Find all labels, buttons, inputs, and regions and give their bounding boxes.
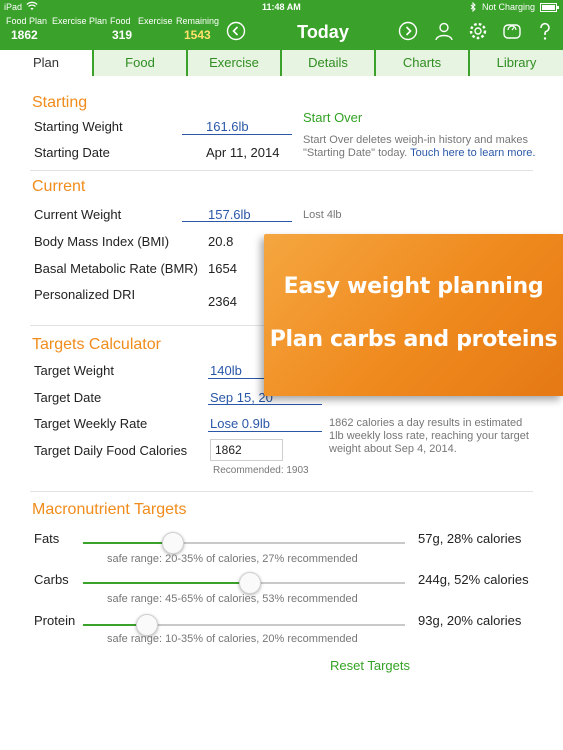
food-plan-stat: Food Plan 1862 [6, 16, 47, 42]
targets-section-title: Targets Calculator [32, 336, 161, 353]
exercise-plan-label: Exercise Plan [52, 16, 108, 26]
target-rate-value[interactable]: Lose 0.9lb [210, 416, 270, 431]
current-weight-underline [182, 221, 292, 222]
target-weight-label: Target Weight [34, 363, 114, 378]
tab-details[interactable]: Details [282, 50, 375, 76]
target-calories-input[interactable] [210, 439, 283, 461]
dri-label: Personalized DRI [34, 287, 136, 302]
start-over-note: Start Over deletes weigh-in history and … [303, 134, 543, 160]
divider [30, 325, 264, 326]
fats-label: Fats [34, 531, 60, 546]
fats-slider-thumb[interactable] [162, 532, 185, 554]
fats-slider-fill [83, 542, 174, 544]
fats-range: safe range: 20-35% of calories, 27% reco… [107, 553, 358, 565]
weight-lost-label: Lost 4lb [303, 209, 342, 221]
app-header: Food Plan 1862 Exercise Plan Food 319 Ex… [0, 14, 563, 48]
divider [30, 491, 533, 492]
current-section-title: Current [32, 178, 86, 195]
target-date-value[interactable]: Sep 15, 20 [210, 390, 273, 405]
current-weight-label: Current Weight [34, 207, 122, 222]
protein-slider-thumb[interactable] [136, 614, 159, 636]
macro-section-title: Macronutrient Targets [32, 501, 187, 518]
reset-targets-button[interactable]: Reset Targets [330, 658, 410, 673]
starting-weight-underline [182, 134, 292, 135]
status-bar: iPad 11:48 AM Not Charging [0, 0, 563, 14]
carbs-label: Carbs [34, 572, 69, 587]
protein-label: Protein [34, 613, 76, 628]
tab-bar: Plan Food Exercise Details Charts Librar… [0, 48, 563, 76]
remaining-value: 1543 [184, 28, 211, 42]
promo-line-2: Plan carbs and proteins [269, 327, 558, 352]
start-over-note-text: Start Over deletes weigh-in history and … [303, 134, 528, 159]
bmr-label: Basal Metabolic Rate (BMR) [34, 261, 198, 276]
tab-exercise[interactable]: Exercise [188, 50, 281, 76]
chevron-left-icon[interactable] [226, 21, 246, 41]
food-value: 319 [112, 28, 133, 42]
target-date-label: Target Date [34, 390, 102, 405]
food-label: Food [110, 16, 131, 26]
protein-slider-fill [83, 624, 148, 626]
target-weight-value[interactable]: 140lb [210, 363, 242, 378]
starting-weight-label: Starting Weight [34, 119, 123, 134]
dri-value: 2364 [208, 294, 237, 309]
exercise-stat: Exercise [138, 16, 173, 26]
battery-status: Not Charging [482, 2, 536, 12]
starting-weight-value[interactable]: 161.6lb [206, 119, 249, 134]
promo-banner: Easy weight planning Plan carbs and prot… [264, 234, 563, 396]
exercise-plan-stat: Exercise Plan [52, 16, 107, 26]
promo-line-1: Easy weight planning [283, 274, 544, 299]
food-stat: Food 319 [110, 16, 132, 42]
food-plan-value: 1862 [11, 28, 38, 42]
tab-library[interactable]: Library [470, 50, 563, 76]
clock: 11:48 AM [262, 2, 301, 12]
starting-date-label: Starting Date [34, 145, 110, 160]
target-rate-note: 1862 calories a day results in estimated… [329, 417, 529, 455]
fats-value: 57g, 28% calories [418, 531, 522, 546]
wifi-icon [26, 1, 38, 13]
target-rate-label: Target Weekly Rate [34, 416, 148, 431]
help-icon[interactable] [535, 21, 555, 41]
tab-charts[interactable]: Charts [376, 50, 469, 76]
recommended-calories: Recommended: 1903 [213, 465, 309, 476]
protein-slider[interactable] [83, 614, 405, 636]
protein-range: safe range: 10-35% of calories, 20% reco… [107, 633, 358, 645]
learn-more-link[interactable]: Touch here to learn more. [410, 147, 536, 159]
carbs-slider-thumb[interactable] [239, 572, 262, 594]
carbs-slider[interactable] [83, 572, 405, 594]
remaining-stat: Remaining 1543 [176, 16, 219, 42]
bluetooth-icon [470, 1, 477, 14]
remaining-label: Remaining [176, 16, 220, 26]
device-label: iPad [4, 2, 23, 12]
scale-icon[interactable] [502, 21, 522, 41]
gear-icon[interactable] [468, 21, 488, 41]
tab-plan[interactable]: Plan [0, 50, 93, 76]
carbs-range: safe range: 45-65% of calories, 53% reco… [107, 593, 358, 605]
target-date-underline [208, 404, 322, 405]
fats-slider[interactable] [83, 532, 405, 554]
current-weight-value[interactable]: 157.6lb [208, 207, 251, 222]
page-title: Today [297, 22, 349, 42]
starting-date-value: Apr 11, 2014 [206, 145, 280, 160]
protein-value: 93g, 20% calories [418, 613, 522, 628]
start-over-button[interactable]: Start Over [303, 110, 363, 125]
exercise-label: Exercise [138, 16, 173, 26]
bmi-value: 20.8 [208, 234, 234, 249]
battery-icon [540, 3, 560, 14]
divider [30, 170, 533, 171]
food-plan-label: Food Plan [6, 16, 48, 26]
chevron-right-icon[interactable] [398, 21, 418, 41]
bmi-label: Body Mass Index (BMI) [34, 234, 170, 249]
target-rate-underline [208, 431, 322, 432]
starting-section-title: Starting [32, 94, 88, 111]
carbs-value: 244g, 52% calories [418, 572, 529, 587]
carbs-slider-fill [83, 582, 251, 584]
tab-food[interactable]: Food [94, 50, 187, 76]
target-weight-underline [208, 378, 264, 379]
target-calories-label: Target Daily Food Calories [34, 443, 188, 458]
bmr-value: 1654 [208, 261, 237, 276]
profile-icon[interactable] [434, 21, 454, 41]
